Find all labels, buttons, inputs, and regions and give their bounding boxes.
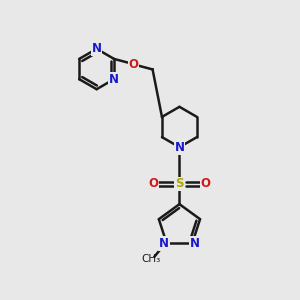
Text: N: N — [174, 141, 184, 154]
Text: S: S — [175, 177, 184, 190]
Text: O: O — [128, 58, 138, 71]
Text: N: N — [159, 237, 169, 250]
Text: N: N — [92, 42, 102, 55]
Text: N: N — [109, 73, 119, 85]
Text: O: O — [201, 177, 211, 190]
Text: N: N — [190, 237, 200, 250]
Text: CH₃: CH₃ — [141, 254, 160, 264]
Text: O: O — [148, 177, 158, 190]
